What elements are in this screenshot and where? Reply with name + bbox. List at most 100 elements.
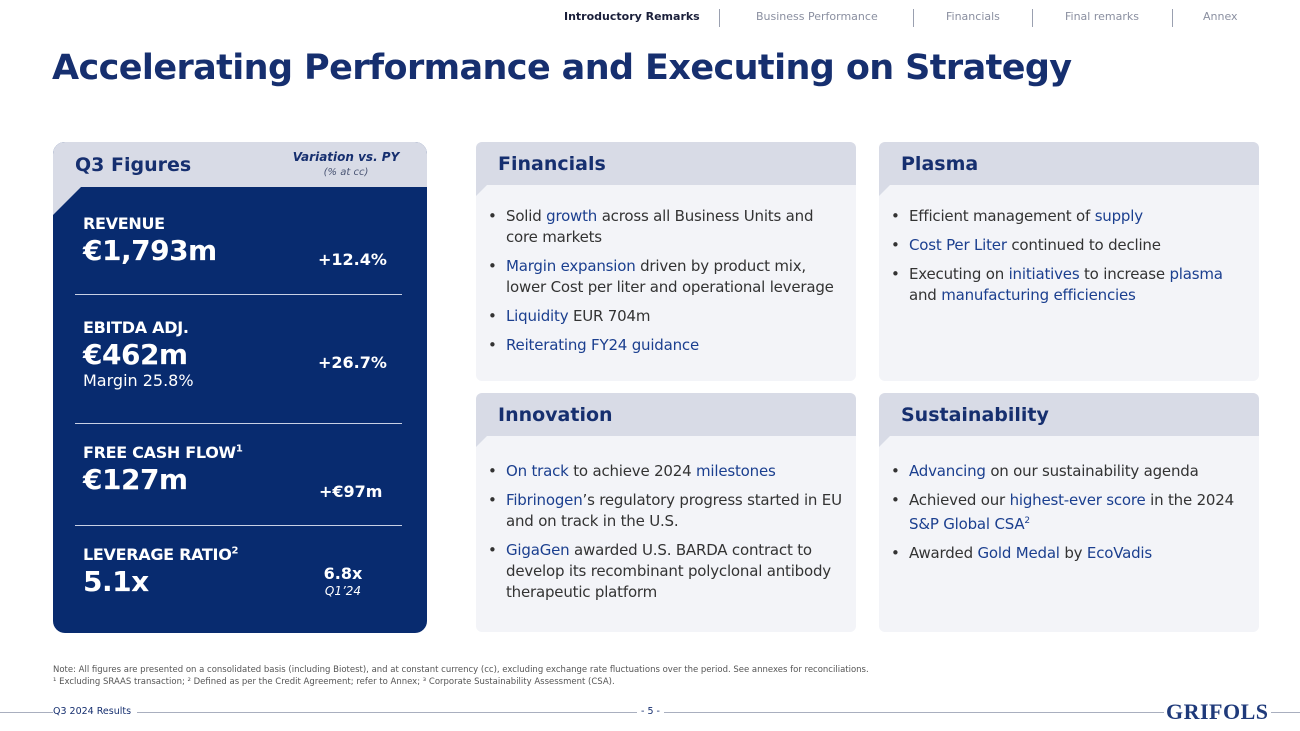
bullet-list: Efficient management of supply Cost Per … <box>891 206 1251 314</box>
metric-label: EBITDA ADJ. <box>83 318 189 337</box>
metric-revenue: REVENUE €1,793m <box>83 214 403 267</box>
bullet-text: EUR 704m <box>568 307 651 325</box>
bullet-text: to increase <box>1079 265 1170 283</box>
bullet-text: across all Business Units and core marke… <box>506 207 814 246</box>
footnote-marker: 2 <box>1024 516 1030 526</box>
list-item: Solid growth across all Business Units a… <box>488 206 848 248</box>
nav-business-performance[interactable]: Business Performance <box>756 10 878 23</box>
nav-financials[interactable]: Financials <box>946 10 1000 23</box>
card-header-notch <box>476 185 487 196</box>
list-item: Liquidity EUR 704m <box>488 306 848 327</box>
metric-label-text: LEVERAGE RATIO <box>83 545 232 564</box>
bullet-text: by <box>1059 544 1087 562</box>
metric-free-cash-flow: FREE CASH FLOW1 €127m <box>83 443 403 496</box>
innovation-card: Innovation On track to achieve 2024 mile… <box>476 393 856 632</box>
card-header <box>476 393 856 436</box>
metric-variation: 6.8x Q1’24 <box>309 564 377 598</box>
card-header <box>476 142 856 185</box>
card-title: Innovation <box>498 404 613 426</box>
bullet-highlight: Margin expansion <box>506 257 636 275</box>
metric-divider <box>75 294 402 295</box>
bullet-text: Achieved our <box>909 491 1010 509</box>
bullet-text: Efficient management of <box>909 207 1095 225</box>
metric-divider <box>75 423 402 424</box>
bullet-text: and <box>909 286 942 304</box>
bullet-highlight: manufacturing efficiencies <box>941 286 1136 304</box>
list-item: Cost Per Liter continued to decline <box>891 235 1251 256</box>
metric-value: €127m <box>83 463 188 496</box>
bullet-list: On track to achieve 2024 milestones Fibr… <box>488 461 848 611</box>
card-title: Plasma <box>901 153 979 175</box>
nav-annex[interactable]: Annex <box>1203 10 1238 23</box>
list-item: On track to achieve 2024 milestones <box>488 461 848 482</box>
metric-variation-value: 6.8x <box>323 564 363 583</box>
card-title: Financials <box>498 153 606 175</box>
bullet-highlight: milestones <box>696 462 776 480</box>
bullet-highlight: EcoVadis <box>1086 544 1153 562</box>
metric-label: LEVERAGE RATIO2 <box>83 545 403 564</box>
footnote-marker: 1 <box>235 443 243 455</box>
nav-introductory-remarks[interactable]: Introductory Remarks <box>564 10 700 23</box>
card-header-notch <box>879 436 890 447</box>
bullet-text: Solid <box>506 207 547 225</box>
list-item: Executing on initiatives to increase pla… <box>891 264 1251 306</box>
metric-label: REVENUE <box>83 214 165 233</box>
list-item: Reiterating FY24 guidance <box>488 335 848 356</box>
list-item: Advancing on our sustainability agenda <box>891 461 1251 482</box>
metric-ebitda: EBITDA ADJ. €462m Margin 25.8% <box>83 318 403 390</box>
bullet-text: awarded U.S. BARDA contract to develop i… <box>506 541 831 601</box>
bullet-highlight: Advancing <box>909 462 986 480</box>
section-nav: Introductory Remarks Business Performanc… <box>540 8 1270 28</box>
bullet-text: to achieve 2024 <box>568 462 697 480</box>
metric-label-text: FREE CASH FLOW <box>83 443 236 462</box>
metric-leverage-ratio: LEVERAGE RATIO2 5.1x <box>83 545 403 598</box>
card-header <box>879 142 1259 185</box>
variation-label: Variation vs. PY <box>292 150 400 164</box>
list-item: Awarded Gold Medal by EcoVadis <box>891 543 1251 564</box>
bullet-highlight: Liquidity <box>506 307 569 325</box>
bullet-text: continued to decline <box>1006 236 1161 254</box>
nav-separator <box>719 9 720 27</box>
bullet-text: in the 2024 <box>1145 491 1234 509</box>
metric-value: €462m <box>83 338 188 371</box>
metric-variation-period: Q1’24 <box>324 584 362 598</box>
grifols-logo: GRIFOLS <box>1164 699 1271 725</box>
metric-sublabel: Margin 25.8% <box>83 371 194 390</box>
figures-title: Q3 Figures <box>75 154 192 176</box>
bullet-highlight: supply <box>1094 207 1143 225</box>
list-item: Efficient management of supply <box>891 206 1251 227</box>
footnotes: Note: All figures are presented on a con… <box>53 664 869 688</box>
financials-card: Financials Solid growth across all Busin… <box>476 142 856 381</box>
bullet-highlight: Reiterating FY24 guidance <box>506 336 699 354</box>
card-header <box>879 393 1259 436</box>
footnote-line: Note: All figures are presented on a con… <box>53 665 869 675</box>
plasma-card: Plasma Efficient management of supply Co… <box>879 142 1259 381</box>
variation-sublabel: (% at cc) <box>323 167 369 178</box>
nav-final-remarks[interactable]: Final remarks <box>1065 10 1139 23</box>
bullet-highlight: initiatives <box>1008 265 1080 283</box>
list-item: Achieved our highest-ever score in the 2… <box>891 490 1251 535</box>
metric-variation: +€97m <box>319 482 383 501</box>
nav-separator <box>913 9 914 27</box>
list-item: Fibrinogen’s regulatory progress started… <box>488 490 848 532</box>
bullet-text: Awarded <box>909 544 978 562</box>
bullet-text: on our sustainability agenda <box>985 462 1199 480</box>
bullet-highlight: Cost Per Liter <box>909 236 1007 254</box>
footnote-line: ¹ Excluding SRAAS transaction; ² Defined… <box>53 677 615 687</box>
list-item: Margin expansion driven by product mix, … <box>488 256 848 298</box>
q3-figures-panel: Q3 Figures Variation vs. PY (% at cc) RE… <box>53 142 427 633</box>
bullet-highlight: plasma <box>1169 265 1223 283</box>
footer-label: Q3 2024 Results <box>53 706 138 717</box>
list-item: GigaGen awarded U.S. BARDA contract to d… <box>488 540 848 603</box>
bullet-text: driven by product mix, lower Cost per li… <box>506 257 834 296</box>
bullet-highlight: On track <box>506 462 569 480</box>
bullet-highlight: highest-ever score <box>1009 491 1146 509</box>
metric-value: 5.1x <box>83 565 149 598</box>
metric-variation: +26.7% <box>318 353 387 372</box>
footnote-marker: 2 <box>231 545 239 557</box>
page-title: Accelerating Performance and Executing o… <box>52 48 1072 88</box>
bullet-highlight: S&P Global CSA <box>909 515 1025 533</box>
bullet-highlight: growth <box>546 207 598 225</box>
nav-separator <box>1172 9 1173 27</box>
metric-divider <box>75 525 402 526</box>
